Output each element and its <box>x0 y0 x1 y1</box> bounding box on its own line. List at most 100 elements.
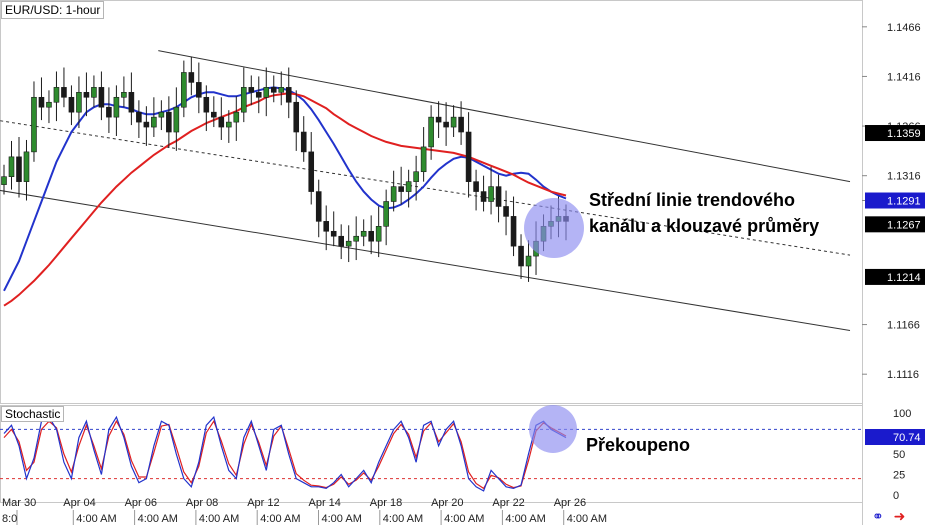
link-icon[interactable]: ⚭ <box>872 508 884 524</box>
ma-fast-line <box>3 86 567 292</box>
price-badge-label: 1.1214 <box>887 272 921 284</box>
candle-body <box>518 245 524 267</box>
arrow-icon[interactable]: ➜ <box>893 508 906 524</box>
price-panel <box>0 0 863 404</box>
candle-body <box>353 235 359 242</box>
midline-annotation-line1: Střední linie trendového <box>589 190 796 210</box>
time-hour-label: 4:00 AM <box>567 513 607 525</box>
midline-annotation-line2: kanálu a klouzavé průměry <box>589 216 820 236</box>
candle-body <box>255 92 262 98</box>
candle-body <box>248 87 255 93</box>
candle-body <box>405 181 412 192</box>
highlight-circle-price <box>524 198 584 258</box>
time-hour-label: 8:0 <box>2 513 17 525</box>
stoch-value-badge <box>865 428 925 445</box>
candle-body <box>106 106 112 118</box>
candle-body <box>38 96 45 108</box>
stoch-tick-label: 100 <box>893 408 911 420</box>
time-date-label: Apr 22 <box>492 497 524 509</box>
time-date-label: Apr 18 <box>370 497 402 509</box>
candle-body <box>443 121 449 128</box>
price-badge <box>865 216 925 233</box>
time-date-label: Apr 26 <box>554 497 586 509</box>
candle-body <box>23 151 30 182</box>
footer-icons: ⚭ ➜ <box>872 508 905 525</box>
ma-slow-line <box>3 92 567 307</box>
candle-body <box>473 181 479 192</box>
candle-body <box>173 106 180 133</box>
candle-body <box>76 92 82 113</box>
candle-body <box>196 82 202 98</box>
stoch-tick-label: 0 <box>893 490 899 502</box>
candle-body <box>240 87 247 113</box>
price-tick-label: 1.1166 <box>887 320 920 332</box>
candle-body <box>345 240 352 247</box>
candle-body <box>31 96 37 153</box>
channel-middle-line <box>0 120 851 256</box>
candle-body <box>323 221 330 232</box>
time-hour-label: 4:00 AM <box>505 513 545 525</box>
time-hour-label: 4:00 AM <box>138 513 178 525</box>
price-badge-label: 1.1359 <box>887 128 921 140</box>
candle-body <box>435 116 442 123</box>
stoch-tick-label: 25 <box>893 470 905 482</box>
candle-body <box>375 226 382 242</box>
price-badge <box>865 268 925 285</box>
channel-lower-line <box>0 189 851 332</box>
time-hour-label: 4:00 AM <box>383 513 423 525</box>
candle-body <box>450 116 457 128</box>
time-date-label: Apr 06 <box>125 497 157 509</box>
time-hour-label: 4:00 AM <box>260 513 300 525</box>
candle-body <box>181 72 187 108</box>
highlight-circle-stoch <box>529 405 577 453</box>
candle-body <box>293 101 300 133</box>
candle-body <box>8 156 15 177</box>
candle-body <box>480 191 487 202</box>
price-badge <box>865 125 925 142</box>
candle-body <box>46 101 52 108</box>
channel-upper-line <box>158 50 851 183</box>
time-date-label: Apr 14 <box>309 497 341 509</box>
symbol-title: EUR/USD: 1-hour <box>1 1 105 19</box>
candle-body <box>113 96 120 118</box>
candle-body <box>121 92 127 98</box>
candle-body <box>211 111 217 118</box>
candle-body <box>16 156 22 182</box>
candle-body <box>166 111 172 133</box>
candle-body <box>360 230 367 237</box>
overbought-annotation: Překoupeno <box>586 435 691 455</box>
time-hour-label: 4:00 AM <box>322 513 362 525</box>
candle-body <box>300 131 307 153</box>
price-tick-label: 1.1416 <box>887 71 921 83</box>
time-date-label: Apr 08 <box>186 497 218 509</box>
stoch-k-line <box>3 415 567 492</box>
candle-body <box>53 87 60 103</box>
price-tick-label: 1.1116 <box>887 369 919 381</box>
price-tick-label: 1.1466 <box>887 22 921 34</box>
time-date-label: Apr 04 <box>63 497 95 509</box>
candle-body <box>226 121 232 128</box>
candle-body <box>98 87 105 108</box>
price-badge-label: 1.1267 <box>887 219 921 231</box>
candle-body <box>83 92 90 98</box>
candle-body <box>525 255 532 267</box>
candle-body <box>330 230 337 237</box>
candle-body <box>488 186 494 202</box>
stoch-tick-label: 50 <box>893 449 905 461</box>
candle-body <box>383 201 389 227</box>
candle-body <box>285 87 292 103</box>
price-tick-label: 1.1316 <box>887 171 921 183</box>
candle-body <box>390 186 397 202</box>
price-badge <box>865 192 925 209</box>
candle-body <box>136 111 142 123</box>
candle-body <box>61 87 67 98</box>
candle-body <box>278 87 285 93</box>
candle-body <box>398 186 404 192</box>
candle-body <box>128 92 135 113</box>
candle-body <box>91 87 97 98</box>
time-date-label: Mar 30 <box>2 497 36 509</box>
candle-body <box>413 171 419 182</box>
candle-body <box>308 151 315 192</box>
